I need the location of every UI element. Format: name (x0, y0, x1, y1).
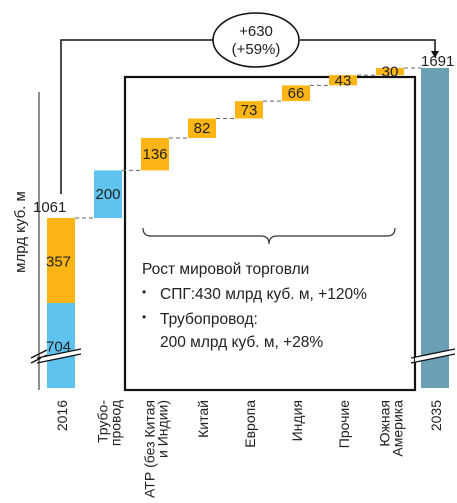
label-increment: 73 (241, 102, 258, 119)
x-tick-label: Европа (242, 400, 258, 448)
note-bullet-pipeline-text: Трубопровод: (160, 311, 258, 328)
label-2016-top: 357 (46, 254, 71, 271)
label-increment: 136 (142, 146, 167, 163)
x-tick-label: Америка (390, 400, 406, 457)
bar-increment (376, 68, 404, 76)
axis-break-2016-line (36, 353, 82, 364)
axis-break-2016-line (36, 348, 82, 359)
note-bullet-lng: • СПГ:430 млрд куб. м, +120% (142, 281, 412, 306)
bar-increment (94, 170, 122, 218)
change-value: +630 (239, 23, 273, 40)
label-2016-base: 704 (46, 339, 71, 356)
x-tick-label: Прочие (336, 400, 352, 448)
x-tick-label: 2035 (428, 400, 444, 431)
x-tick-label: Индия (289, 400, 305, 441)
label-increment: 200 (95, 186, 120, 203)
label-2016-total: 1061 (33, 199, 66, 216)
axis-break-2035-gap (415, 349, 455, 362)
bar-increment (141, 138, 169, 171)
note-bullet-lng-text: СПГ:430 млрд куб. м, +120% (160, 286, 367, 303)
x-tick-label: провод (108, 400, 124, 446)
change-percent: (+59%) (232, 41, 281, 58)
y-axis-label: млрд куб. м (12, 191, 29, 273)
change-arrowhead (431, 51, 439, 58)
x-tick-label: Трубо- (95, 400, 111, 443)
label-increment: 82 (194, 120, 211, 137)
bar-increment (282, 85, 310, 102)
note-bullet-pipeline-detail: 200 млрд куб. м, +28% (160, 334, 324, 351)
change-bracket-left (60, 39, 213, 194)
change-ellipse (212, 12, 300, 68)
trade-growth-note: Рост мировой торговли • СПГ:430 млрд куб.… (142, 258, 412, 354)
x-tick-label: Южная (377, 400, 393, 447)
label-increment: 43 (335, 72, 352, 89)
x-tick-label: АТР (без Китая (142, 400, 158, 498)
note-title: Рост мировой торговли (142, 261, 310, 278)
bar-2035 (421, 68, 449, 388)
bar-2016-base (47, 303, 75, 388)
x-tick-label: и Индии) (155, 400, 171, 458)
axis-break-2035-line (410, 353, 456, 364)
x-tick-label: Китай (195, 400, 211, 438)
axis-break-2016-gap (41, 349, 81, 362)
bullet-dot: • (142, 285, 147, 299)
note-bullet-pipeline: • Трубопровод: (142, 306, 412, 331)
change-bracket-right (300, 39, 436, 52)
axis-break-2035-line (410, 348, 456, 359)
x-tick-label: 2016 (54, 400, 70, 431)
axis-break-y (30, 349, 48, 359)
bar-2016-top (47, 218, 75, 303)
label-increment: 30 (382, 64, 399, 81)
bar-increment (188, 118, 216, 138)
labels-layer: 704 357 1061 200 136 82 73 66 43 30 1691 +630(+59%)… (33, 23, 454, 498)
label-2035-total: 1691 (421, 53, 454, 70)
increments-frame (123, 75, 417, 392)
label-increment: 66 (288, 85, 305, 102)
bar-increment (235, 101, 263, 119)
increments-brace (142, 227, 396, 245)
bars-layer (36, 67, 456, 388)
bullet-dot: • (142, 310, 147, 324)
bar-increment (329, 75, 357, 86)
axis-layer: млрд куб. м (12, 12, 439, 392)
